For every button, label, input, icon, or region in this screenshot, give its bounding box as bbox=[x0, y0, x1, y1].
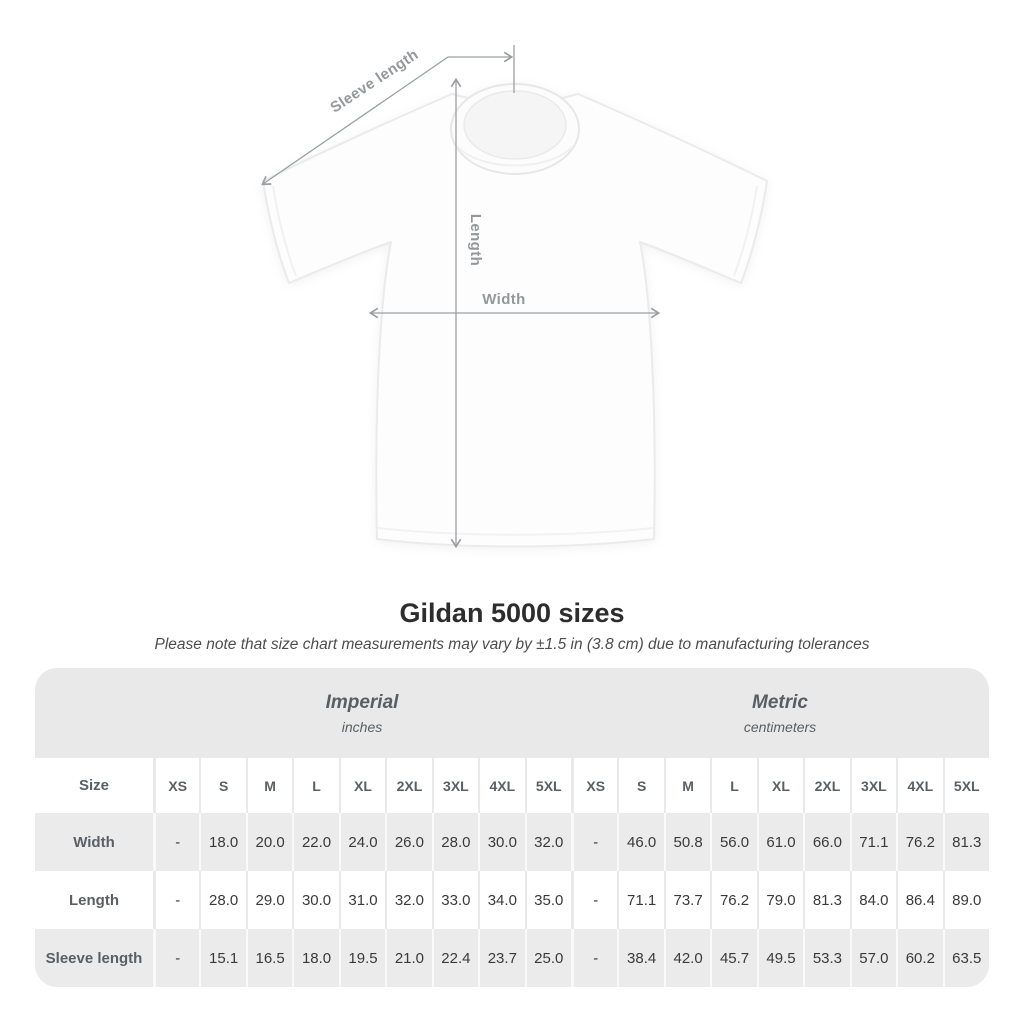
table-cell: 20.0 bbox=[245, 813, 292, 871]
size-table-body: Size XS S M L XL 2XL 3XL 4XL 5XL XS S M L XL 2XL 3XL 4XL 5… bbox=[35, 758, 989, 987]
column-header: XS bbox=[153, 758, 199, 813]
metric-title: Metric bbox=[752, 691, 808, 713]
table-cell: - bbox=[153, 813, 199, 871]
table-cell: 71.1 bbox=[617, 871, 663, 929]
page-title: Gildan 5000 sizes bbox=[399, 598, 625, 628]
column-header: 4XL bbox=[478, 758, 524, 813]
table-cell: 25.0 bbox=[524, 929, 571, 987]
table-cell: 66.0 bbox=[803, 813, 849, 871]
table-cell: 56.0 bbox=[710, 813, 756, 871]
column-header: S bbox=[199, 758, 245, 813]
column-header: 3XL bbox=[431, 758, 478, 813]
table-cell: 89.0 bbox=[942, 871, 989, 929]
column-header: 2XL bbox=[803, 758, 849, 813]
size-header-row: Size XS S M L XL 2XL 3XL 4XL 5XL XS S M L XL 2XL 3XL 4XL 5… bbox=[35, 758, 989, 813]
table-cell: 24.0 bbox=[338, 813, 385, 871]
table-cell: 30.0 bbox=[478, 813, 524, 871]
table-cell: 45.7 bbox=[710, 929, 756, 987]
size-header-label: Size bbox=[78, 777, 109, 794]
table-row: Length -28.0 29.0 30.0 31.0 32.0 33.0 34.0 35.0-… bbox=[35, 871, 989, 929]
tshirt-measurement-diagram: Sleeve length Length Width bbox=[261, 45, 768, 549]
table-cell: - bbox=[570, 813, 617, 871]
length-label: Length bbox=[467, 214, 484, 266]
column-header: S bbox=[617, 758, 663, 813]
sleeve-length-label: Sleeve length bbox=[327, 46, 421, 116]
table-cell: 16.5 bbox=[245, 929, 292, 987]
table-cell: 73.7 bbox=[663, 871, 710, 929]
size-table: Imperial inches Metric centimeters Size X… bbox=[35, 668, 989, 987]
table-cell: 86.4 bbox=[896, 871, 942, 929]
table-cell: 22.0 bbox=[292, 813, 338, 871]
table-cell: 15.1 bbox=[199, 929, 245, 987]
table-cell: 18.0 bbox=[292, 929, 338, 987]
table-cell: 22.4 bbox=[431, 929, 478, 987]
table-cell: 61.0 bbox=[756, 813, 803, 871]
table-cell: 81.3 bbox=[942, 813, 989, 871]
tshirt-graphic bbox=[262, 83, 768, 548]
table-cell: 32.0 bbox=[524, 813, 571, 871]
column-header: XL bbox=[338, 758, 385, 813]
table-cell: - bbox=[153, 871, 199, 929]
column-header: 5XL bbox=[942, 758, 989, 813]
row-label: Sleeve length bbox=[45, 949, 143, 967]
table-cell: 21.0 bbox=[385, 929, 431, 987]
page-subtitle: Please note that size chart measurements… bbox=[154, 636, 870, 653]
row-label: Width bbox=[73, 833, 115, 851]
table-cell: 63.5 bbox=[942, 929, 989, 987]
table-cell: 35.0 bbox=[524, 871, 571, 929]
column-header: M bbox=[663, 758, 710, 813]
table-cell: 71.1 bbox=[849, 813, 896, 871]
column-header: 3XL bbox=[849, 758, 896, 813]
imperial-unit: inches bbox=[341, 718, 383, 735]
table-cell: - bbox=[570, 871, 617, 929]
table-cell: 30.0 bbox=[292, 871, 338, 929]
table-cell: 19.5 bbox=[338, 929, 385, 987]
column-header: XS bbox=[570, 758, 617, 813]
table-cell: 50.8 bbox=[663, 813, 710, 871]
table-cell: 28.0 bbox=[199, 871, 245, 929]
table-cell: 34.0 bbox=[478, 871, 524, 929]
table-cell: - bbox=[153, 929, 199, 987]
imperial-group-header: Imperial inches bbox=[153, 668, 571, 758]
table-cell: 46.0 bbox=[617, 813, 663, 871]
table-cell: 38.4 bbox=[617, 929, 663, 987]
metric-unit: centimeters bbox=[743, 718, 817, 735]
table-cell: 31.0 bbox=[338, 871, 385, 929]
table-cell: 32.0 bbox=[385, 871, 431, 929]
table-cell: 79.0 bbox=[756, 871, 803, 929]
table-cell: 84.0 bbox=[849, 871, 896, 929]
sleeve-length-arrow bbox=[261, 45, 515, 186]
table-cell: 33.0 bbox=[431, 871, 478, 929]
column-header: L bbox=[710, 758, 756, 813]
column-header: 2XL bbox=[385, 758, 431, 813]
column-header: XL bbox=[756, 758, 803, 813]
table-cell: 49.5 bbox=[756, 929, 803, 987]
column-header: 4XL bbox=[896, 758, 942, 813]
table-cell: 42.0 bbox=[663, 929, 710, 987]
table-cell: 28.0 bbox=[431, 813, 478, 871]
table-cell: 18.0 bbox=[199, 813, 245, 871]
column-header: 5XL bbox=[524, 758, 571, 813]
table-cell: 60.2 bbox=[896, 929, 942, 987]
table-cell: 26.0 bbox=[385, 813, 431, 871]
table-cell: 53.3 bbox=[803, 929, 849, 987]
table-row: Sleeve length -15.1 16.5 18.0 19.5 21.0 22.4 23… bbox=[35, 929, 989, 987]
table-cell: 76.2 bbox=[710, 871, 756, 929]
row-label: Length bbox=[69, 891, 119, 909]
table-cell: 29.0 bbox=[245, 871, 292, 929]
table-cell: 57.0 bbox=[849, 929, 896, 987]
width-label: Width bbox=[482, 291, 526, 308]
table-cell: 76.2 bbox=[896, 813, 942, 871]
table-cell: 23.7 bbox=[478, 929, 524, 987]
column-header: M bbox=[245, 758, 292, 813]
metric-group-header: Metric centimeters bbox=[571, 668, 989, 758]
table-cell: 81.3 bbox=[803, 871, 849, 929]
imperial-title: Imperial bbox=[325, 691, 399, 713]
table-row: Width -18.0 20.0 22.0 24.0 26.0 28.0 30.0 32.0-4… bbox=[35, 813, 989, 871]
column-header: L bbox=[292, 758, 338, 813]
unit-header-band: Imperial inches Metric centimeters bbox=[35, 668, 989, 758]
table-cell: - bbox=[570, 929, 617, 987]
collar-inner bbox=[463, 90, 567, 160]
